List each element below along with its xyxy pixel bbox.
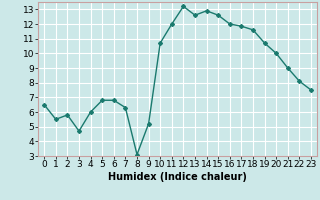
X-axis label: Humidex (Indice chaleur): Humidex (Indice chaleur) (108, 172, 247, 182)
